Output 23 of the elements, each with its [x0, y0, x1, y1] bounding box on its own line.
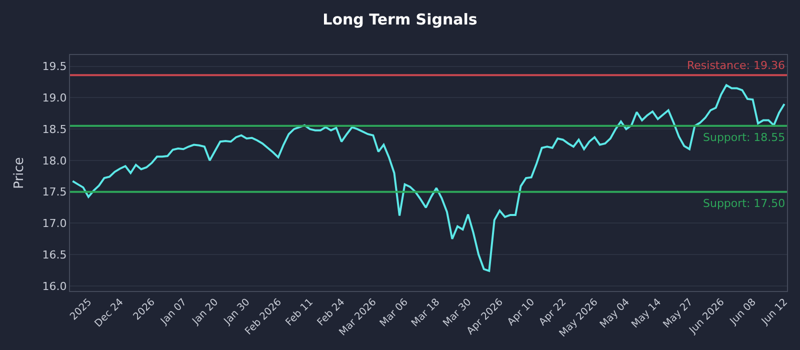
x-tick-label: Jan 07 — [158, 296, 190, 328]
x-tick-label: Jun 12 — [759, 296, 790, 328]
ref-line-label: Support: 18.55 — [703, 131, 786, 144]
x-tick-label: Apr 10 — [506, 296, 537, 328]
y-tick-label: 19.0 — [42, 92, 67, 105]
x-tick-label: Jun 08 — [728, 296, 758, 328]
y-axis-title: Price — [12, 157, 28, 189]
y-tick-label: 18.0 — [42, 154, 67, 168]
chart-title: Long Term Signals — [322, 10, 478, 28]
y-tick-label: 16.5 — [42, 248, 67, 262]
y-tick-label: 19.5 — [42, 60, 67, 74]
ref-line-label: Support: 17.50 — [703, 197, 786, 210]
x-tick-label: Mar 06 — [378, 296, 410, 330]
line-series — [72, 84, 786, 272]
x-tick-label: Feb 11 — [284, 296, 316, 328]
y-tick-label: 17.5 — [42, 186, 67, 199]
x-tick-label: Dec 24 — [93, 296, 126, 330]
y-tick-label: 16.0 — [42, 280, 67, 293]
y-tick-label: 18.5 — [42, 122, 67, 136]
y-tick-label: 17.0 — [42, 217, 67, 230]
ref-line-label: Resistance: 19.36 — [687, 59, 785, 72]
x-tick-label: Mar 18 — [410, 296, 442, 330]
x-tick-label: Jan 20 — [190, 296, 221, 328]
